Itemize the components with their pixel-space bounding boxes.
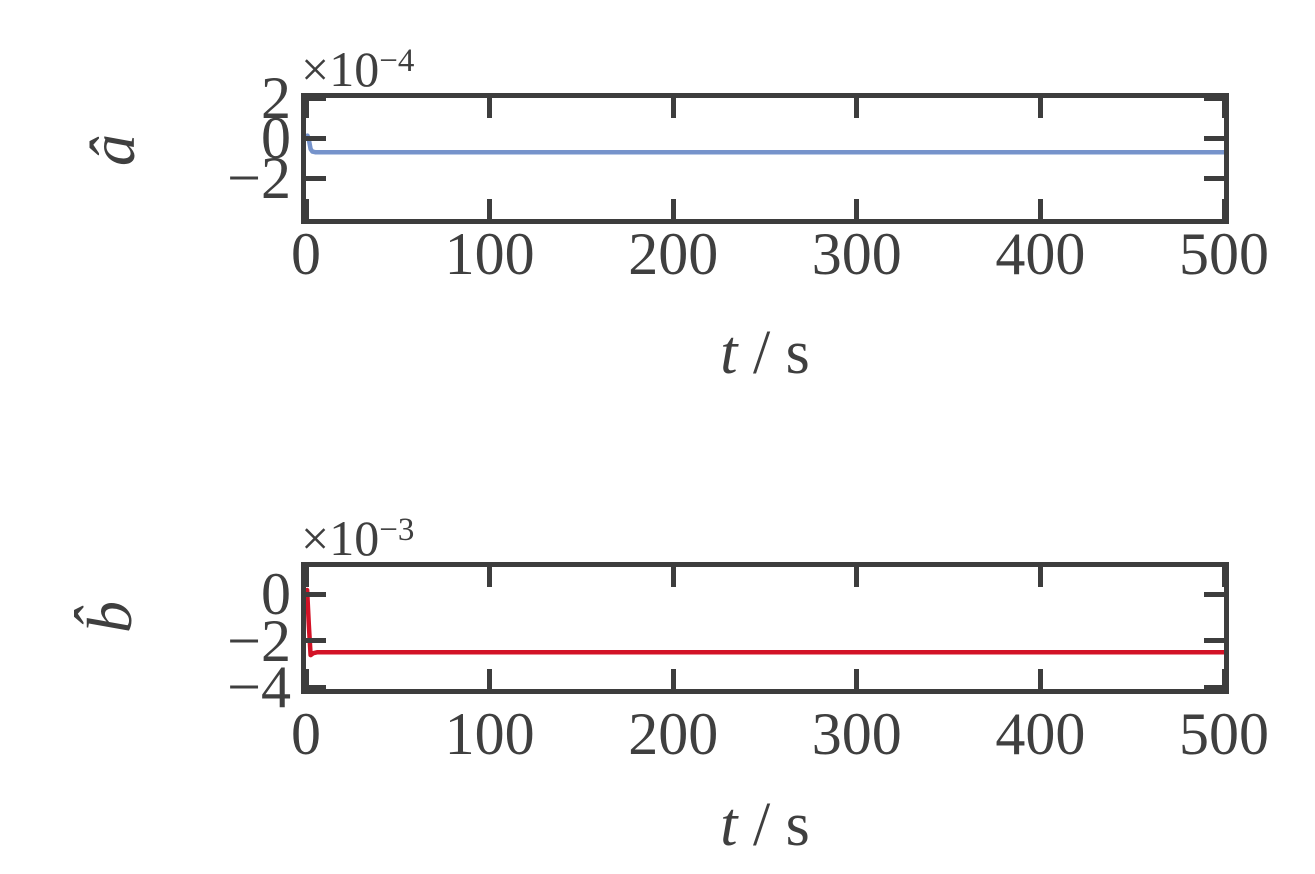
x-tick-mark bbox=[1221, 669, 1227, 689]
x-tick-mark bbox=[1221, 567, 1227, 587]
x-tick-label: 300 bbox=[811, 221, 902, 287]
y-tick-mark bbox=[306, 591, 326, 597]
y-tick-mark bbox=[1204, 95, 1224, 101]
x-axis-label: t / s bbox=[301, 794, 1229, 856]
x-tick-mark bbox=[670, 199, 676, 219]
exponent-power: −3 bbox=[379, 512, 415, 549]
x-tick-mark bbox=[487, 199, 493, 219]
x-tick-mark bbox=[854, 567, 860, 587]
plot-area-a-hat bbox=[301, 93, 1229, 224]
x-tick-label: 100 bbox=[444, 221, 535, 287]
y-tick-mark bbox=[1204, 175, 1224, 181]
x-tick-label: 400 bbox=[995, 221, 1086, 287]
y-tick-mark bbox=[1204, 591, 1224, 597]
y-tick-mark bbox=[1204, 638, 1224, 644]
x-tick-mark bbox=[854, 98, 860, 118]
y-tick-label: 0 bbox=[261, 561, 291, 628]
y-tick-mark bbox=[306, 638, 326, 644]
x-axis-label: t / s bbox=[301, 322, 1229, 384]
y-axis-exponent-label: ×10−4 bbox=[301, 44, 414, 94]
y-tick-label: −4 bbox=[227, 654, 291, 721]
x-axis-unit: / s bbox=[737, 791, 810, 859]
x-tick-mark bbox=[670, 567, 676, 587]
x-axis-unit: / s bbox=[737, 319, 810, 387]
x-tick-mark bbox=[487, 98, 493, 118]
trace-line-b-hat-estimate bbox=[306, 587, 1224, 658]
x-tick-label: 200 bbox=[628, 221, 719, 287]
x-tick-mark bbox=[1037, 98, 1043, 118]
y-tick-mark bbox=[306, 684, 326, 690]
x-tick-mark bbox=[854, 199, 860, 219]
x-tick-mark bbox=[670, 669, 676, 689]
x-tick-label: 500 bbox=[1179, 221, 1269, 287]
x-tick-mark bbox=[1037, 567, 1043, 587]
plot-area-b-hat bbox=[301, 562, 1229, 694]
trace-line-a-hat-estimate bbox=[306, 133, 1224, 155]
y-tick-mark bbox=[1204, 135, 1224, 141]
y-tick-mark bbox=[306, 175, 326, 181]
x-tick-mark bbox=[303, 98, 309, 118]
x-tick-label: 500 bbox=[1179, 701, 1269, 767]
x-axis-variable: t bbox=[720, 791, 738, 859]
y-tick-label: −2 bbox=[227, 607, 291, 674]
x-tick-mark bbox=[670, 98, 676, 118]
y-tick-mark bbox=[1204, 684, 1224, 690]
exponent-base: ×10 bbox=[301, 41, 380, 97]
x-tick-mark bbox=[487, 669, 493, 689]
x-tick-label: 300 bbox=[811, 701, 902, 767]
x-axis-variable: t bbox=[720, 319, 738, 387]
x-tick-mark bbox=[1221, 199, 1227, 219]
x-tick-label: 0 bbox=[291, 221, 321, 287]
x-tick-label: 0 bbox=[291, 701, 321, 767]
y-tick-label: −2 bbox=[227, 145, 291, 211]
y-axis-exponent-label: ×10−3 bbox=[301, 513, 414, 563]
x-tick-label: 100 bbox=[444, 701, 535, 767]
x-tick-label: 400 bbox=[995, 701, 1086, 767]
y-tick-label: 0 bbox=[261, 105, 291, 171]
x-tick-mark bbox=[1037, 199, 1043, 219]
x-tick-mark bbox=[1037, 669, 1043, 689]
x-tick-mark bbox=[303, 199, 309, 219]
y-tick-label: 2 bbox=[261, 65, 291, 131]
x-tick-mark bbox=[303, 567, 309, 587]
exponent-power: −4 bbox=[379, 43, 415, 80]
x-tick-label: 200 bbox=[628, 701, 719, 767]
exponent-base: ×10 bbox=[301, 510, 380, 566]
x-tick-mark bbox=[854, 669, 860, 689]
x-tick-mark bbox=[1221, 98, 1227, 118]
x-tick-mark bbox=[487, 567, 493, 587]
y-tick-mark bbox=[306, 135, 326, 141]
y-tick-mark bbox=[306, 95, 326, 101]
x-tick-mark bbox=[303, 669, 309, 689]
